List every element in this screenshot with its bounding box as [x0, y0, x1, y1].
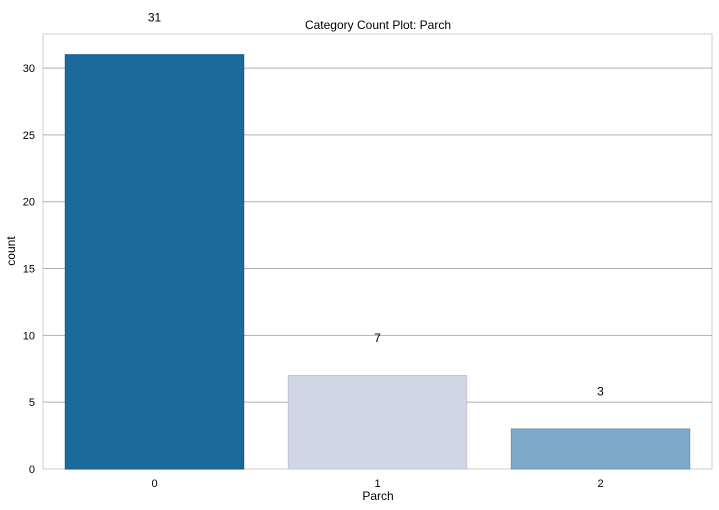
y-axis-label: count — [4, 236, 18, 266]
y-tick-label: 5 — [29, 397, 35, 409]
y-tick-label: 10 — [23, 330, 35, 342]
x-tick-label: 2 — [597, 478, 603, 490]
chart-title: Category Count Plot: Parch — [305, 18, 451, 32]
x-tick-label: 0 — [151, 478, 157, 490]
data-label: 3 — [597, 384, 604, 398]
data-labels: 31 7 3 — [148, 10, 604, 398]
bars — [64, 54, 691, 470]
bar-1 — [287, 374, 468, 470]
y-tick-label: 0 — [29, 464, 35, 476]
data-label: 31 — [148, 10, 162, 24]
y-tick-label: 20 — [23, 197, 35, 209]
y-tick-label: 30 — [23, 63, 35, 75]
bar-2 — [510, 428, 691, 470]
data-label: 7 — [374, 331, 381, 345]
x-tick-labels: 0 1 2 — [151, 478, 603, 490]
y-tick-labels: 0 5 10 15 20 25 30 — [23, 63, 35, 476]
y-tick-label: 25 — [23, 130, 35, 142]
x-tick-label: 1 — [374, 478, 380, 490]
bar-0 — [64, 54, 245, 470]
x-axis-label: Parch — [362, 489, 393, 503]
y-tick-label: 15 — [23, 264, 35, 276]
